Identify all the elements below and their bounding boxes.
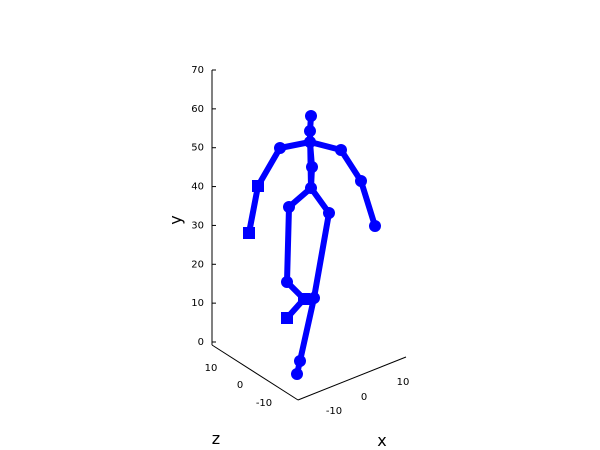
y-tick-label: 60 [191,104,204,115]
y-tick-label: 40 [191,182,204,193]
joint-right-ankle [294,355,306,367]
x-tick-label: 0 [361,392,367,403]
joint-head [305,110,317,122]
x-axis-line [297,356,407,401]
joint-neck [304,125,316,137]
joint-upper-spine [304,136,316,148]
joint-right-hand [369,220,381,232]
z-tick-label: 10 [205,363,218,374]
z-ticks: 10 0 -10 [205,363,273,409]
bone-left-hip-left-knee [284,204,292,285]
x-tick-label: 10 [397,377,410,388]
x-tick-label: -10 [326,406,342,417]
bone-right-shoulder-right-elbow [338,147,364,184]
bone-right-elbow-right-hand [358,178,378,229]
joint-right-foot [291,368,303,380]
y-tick-label: 20 [191,259,204,270]
joint-left-ankle [298,293,310,305]
joint-left-foot [281,312,293,324]
joint-left-hip [283,201,295,213]
joint-right-knee [308,292,320,304]
y-axis-label: y [166,215,185,224]
z-axis-label: z [212,429,220,448]
z-tick-label: -10 [256,398,272,409]
joint-left-elbow [252,180,264,192]
joint-right-hip [323,207,335,219]
axes [211,70,407,401]
bone-left-elbow-left-hand [246,183,261,236]
bone-left-shoulder-left-elbow [255,145,283,189]
skeleton-joints [243,110,381,380]
x-axis-label: x [377,431,386,450]
skeleton-bones [246,113,378,377]
joint-right-shoulder [335,144,347,156]
bone-right-knee-right-ankle [297,295,317,364]
y-tick-label: 0 [198,337,204,348]
y-ticks: 0 10 20 30 40 50 60 70 [191,65,216,348]
x-ticks: -10 0 10 [326,377,410,417]
bone-right-hip-right-knee [311,210,332,301]
joint-mid-spine [306,161,318,173]
z-axis-line [211,344,299,401]
joint-left-knee [281,276,293,288]
joint-left-hand [243,227,255,239]
y-tick-label: 10 [191,298,204,309]
joint-right-elbow [355,175,367,187]
y-tick-label: 50 [191,143,204,154]
joint-left-shoulder [274,142,286,154]
joint-pelvis [305,182,317,194]
z-tick-label: 0 [237,380,243,391]
y-tick-label: 70 [191,65,204,76]
y-tick-label: 30 [191,220,204,231]
